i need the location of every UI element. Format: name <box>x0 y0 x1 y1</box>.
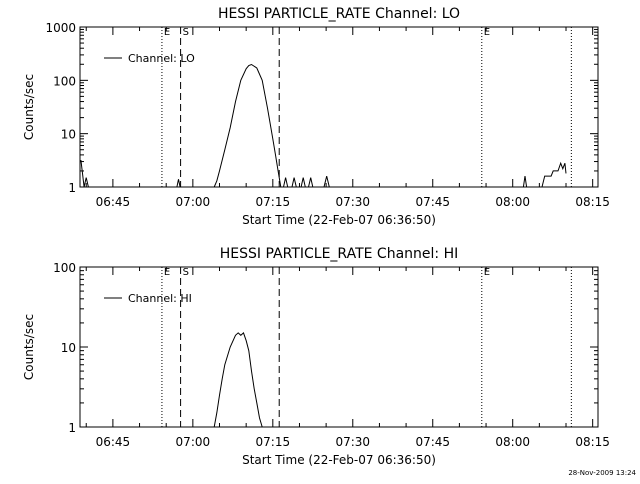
hi-chart-title: HESSI PARTICLE_RATE Channel: HI <box>220 246 458 262</box>
lo-y-tick-label: 100 <box>53 74 76 88</box>
lo-data-line <box>176 179 181 188</box>
hi-x-tick-label: 07:00 <box>176 435 211 449</box>
hi-x-tick-label: 06:45 <box>96 435 131 449</box>
lo-y-tick-label: 1 <box>68 181 76 195</box>
hi-y-tick-label: 1 <box>68 421 76 435</box>
lo-y-axis-label: Counts/sec <box>22 74 36 140</box>
lo-legend-label: Channel: LO <box>128 52 195 65</box>
hi-y-tick-label: 100 <box>53 261 76 275</box>
hi-x-axis-label: Start Time (22-Feb-07 06:36:50) <box>242 453 436 467</box>
lo-channel-panel: HESSI PARTICLE_RATE Channel: LO Start Tim… <box>22 6 610 227</box>
lo-x-tick-label: 08:15 <box>575 195 610 209</box>
hi-y-tick-label: 10 <box>61 341 76 355</box>
plot-timestamp: 28-Nov-2009 13:24 <box>568 469 636 477</box>
lo-plot-frame <box>79 26 599 188</box>
lo-y-tick-label: 1000 <box>45 21 76 35</box>
lo-data-line <box>541 161 567 188</box>
hi-data-line <box>213 332 263 428</box>
lo-x-axis-label: Start Time (22-Feb-07 06:36:50) <box>242 213 436 227</box>
hi-y-axis-label: Counts/sec <box>22 314 36 380</box>
lo-data-line <box>323 175 330 188</box>
lo-x-tick-label: 07:00 <box>176 195 211 209</box>
hi-x-tick-label: 07:45 <box>415 435 450 449</box>
lo-x-tick-label: 07:45 <box>415 195 450 209</box>
hi-marker-label: E <box>484 267 490 278</box>
lo-data-line <box>308 177 314 188</box>
hi-marker-label: S <box>183 267 189 278</box>
lo-marker-label: E <box>164 27 170 38</box>
hi-x-tick-label: 08:15 <box>575 435 610 449</box>
hi-x-tick-label: 08:00 <box>495 435 530 449</box>
hi-x-tick-label: 07:30 <box>335 435 370 449</box>
lo-data-line <box>283 177 289 188</box>
lo-x-tick-label: 07:30 <box>335 195 370 209</box>
lo-data-line <box>80 160 91 188</box>
lo-marker-label: S <box>183 27 189 38</box>
lo-data-line <box>300 177 306 188</box>
hi-channel-panel: HESSI PARTICLE_RATE Channel: HI Start Tim… <box>22 246 610 467</box>
hi-plot-frame <box>79 266 599 428</box>
lo-chart-title: HESSI PARTICLE_RATE Channel: LO <box>218 6 460 22</box>
lo-data-line <box>291 177 297 188</box>
hi-marker-label: E <box>164 267 170 278</box>
lo-y-tick-label: 10 <box>61 128 76 142</box>
lo-data-line <box>213 63 282 188</box>
hi-x-tick-label: 07:15 <box>256 435 291 449</box>
lo-data-line <box>522 176 528 188</box>
lo-x-tick-label: 08:00 <box>495 195 530 209</box>
lo-x-tick-label: 06:45 <box>96 195 131 209</box>
hi-legend-label: Channel: HI <box>128 292 192 305</box>
lo-x-tick-label: 07:15 <box>256 195 291 209</box>
lo-marker-label: E <box>484 27 490 38</box>
